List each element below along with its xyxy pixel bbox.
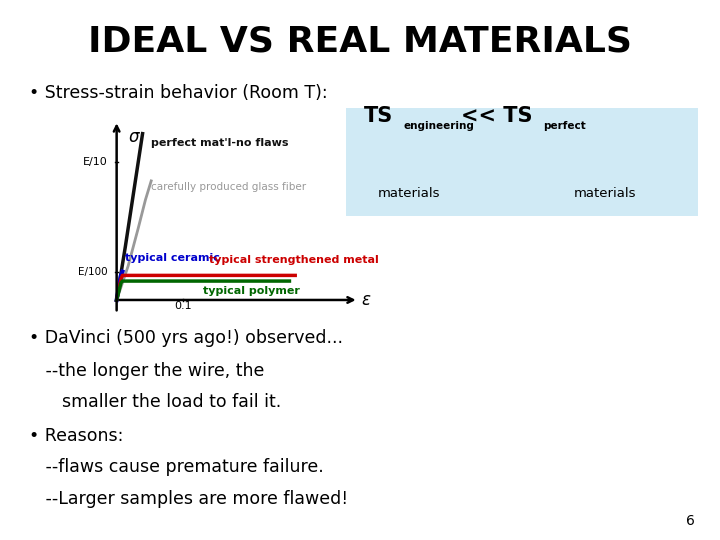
Text: E/10: E/10 [84, 157, 108, 167]
Text: engineering: engineering [403, 120, 474, 131]
Text: 0.1: 0.1 [174, 301, 192, 311]
Text: σ: σ [128, 128, 139, 146]
Text: typical strengthened metal: typical strengthened metal [209, 255, 379, 265]
Text: smaller the load to fail it.: smaller the load to fail it. [29, 393, 281, 411]
Text: ε: ε [361, 291, 371, 309]
Text: carefully produced glass fiber: carefully produced glass fiber [151, 181, 306, 192]
Text: --flaws cause premature failure.: --flaws cause premature failure. [29, 458, 323, 476]
Text: materials: materials [378, 187, 440, 200]
Text: TS: TS [364, 105, 393, 125]
Text: << TS: << TS [461, 105, 532, 125]
Text: perfect mat'l-no flaws: perfect mat'l-no flaws [151, 138, 289, 148]
Text: • DaVinci (500 yrs ago!) observed...: • DaVinci (500 yrs ago!) observed... [29, 329, 343, 347]
Text: perfect: perfect [544, 120, 586, 131]
Text: typical ceramic: typical ceramic [125, 253, 220, 264]
Text: IDEAL VS REAL MATERIALS: IDEAL VS REAL MATERIALS [88, 24, 632, 58]
Text: --Larger samples are more flawed!: --Larger samples are more flawed! [29, 490, 348, 508]
Text: materials: materials [574, 187, 636, 200]
Text: E/100: E/100 [78, 267, 108, 276]
Text: typical polymer: typical polymer [203, 286, 300, 295]
Text: • Reasons:: • Reasons: [29, 427, 123, 444]
Text: • Stress-strain behavior (Room T):: • Stress-strain behavior (Room T): [29, 84, 328, 102]
Text: 6: 6 [686, 514, 695, 528]
Text: --the longer the wire, the: --the longer the wire, the [29, 362, 264, 380]
FancyBboxPatch shape [346, 108, 698, 216]
